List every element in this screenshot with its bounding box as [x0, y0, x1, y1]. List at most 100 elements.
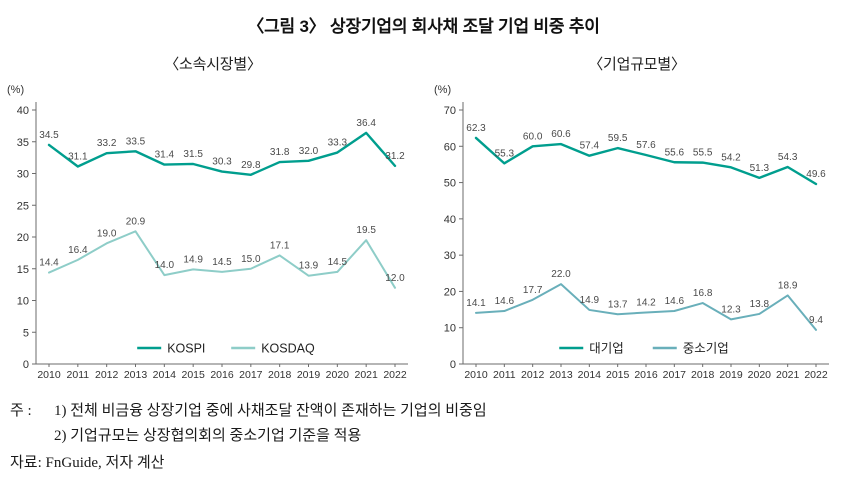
svg-text:2016: 2016: [210, 369, 234, 381]
legend-label-KOSPI: KOSPI: [167, 342, 205, 356]
svg-text:19.0: 19.0: [97, 228, 117, 239]
svg-text:60.0: 60.0: [523, 131, 543, 142]
svg-text:16.8: 16.8: [693, 288, 713, 299]
svg-text:17.7: 17.7: [523, 285, 543, 296]
svg-text:9.4: 9.4: [809, 315, 823, 326]
svg-text:14.0: 14.0: [155, 260, 175, 271]
note-line-1: 주 : 1) 전체 비금융 상장기업 중에 사채조달 잔액이 존재하는 기업의 …: [10, 399, 841, 424]
series-line-KOSPI: [47, 131, 397, 176]
svg-text:20.9: 20.9: [126, 216, 146, 227]
svg-text:32.0: 32.0: [299, 146, 319, 157]
svg-text:2018: 2018: [691, 369, 715, 381]
svg-text:2021: 2021: [354, 369, 378, 381]
svg-text:2013: 2013: [549, 369, 573, 381]
svg-text:14.6: 14.6: [495, 296, 515, 307]
svg-text:10: 10: [444, 323, 456, 335]
svg-text:2017: 2017: [663, 369, 687, 381]
svg-text:13.7: 13.7: [608, 299, 628, 310]
svg-text:20: 20: [17, 232, 29, 244]
svg-text:2010: 2010: [37, 369, 61, 381]
note-label: 주 :: [10, 403, 32, 419]
svg-text:2015: 2015: [606, 369, 630, 381]
svg-text:31.4: 31.4: [155, 150, 175, 161]
svg-text:22.0: 22.0: [551, 269, 571, 280]
svg-text:31.8: 31.8: [270, 147, 290, 158]
svg-text:2014: 2014: [153, 369, 177, 381]
svg-text:2020: 2020: [326, 369, 350, 381]
y-axis-unit: (%): [7, 84, 24, 96]
svg-text:34.5: 34.5: [39, 130, 59, 141]
svg-text:14.5: 14.5: [212, 257, 232, 268]
chart-subtitle-size: 〈기업규모별〉: [588, 56, 686, 73]
svg-text:2011: 2011: [67, 369, 90, 381]
note-line-2: 2) 기업규모는 상장협의회의 중소기업 기준을 적용: [54, 427, 362, 444]
svg-text:2019: 2019: [297, 369, 321, 381]
svg-text:14.5: 14.5: [328, 257, 348, 268]
chart-subtitle-market: 〈소속시장별〉: [164, 56, 262, 73]
svg-text:31.5: 31.5: [183, 149, 203, 160]
svg-text:70: 70: [444, 105, 456, 117]
svg-text:31.2: 31.2: [385, 151, 405, 162]
svg-text:20: 20: [444, 286, 456, 298]
svg-text:2011: 2011: [493, 369, 516, 381]
svg-text:15.0: 15.0: [241, 254, 261, 265]
svg-text:18.9: 18.9: [778, 280, 798, 291]
legend-label-대기업: 대기업: [589, 342, 624, 356]
svg-text:57.4: 57.4: [580, 141, 600, 152]
svg-text:55.6: 55.6: [665, 147, 685, 158]
svg-text:14.6: 14.6: [665, 296, 685, 307]
svg-text:0: 0: [23, 359, 29, 371]
svg-text:16.4: 16.4: [68, 245, 88, 256]
svg-text:57.6: 57.6: [636, 140, 656, 151]
svg-text:33.2: 33.2: [97, 138, 117, 149]
svg-text:62.3: 62.3: [466, 123, 486, 134]
svg-text:17.1: 17.1: [270, 240, 290, 251]
svg-text:36.4: 36.4: [356, 118, 376, 129]
figure-title: 〈그림 3〉 상장기업의 회사채 조달 기업 비중 추이: [247, 17, 600, 36]
series-line-KOSDAQ: [48, 230, 396, 289]
svg-text:2010: 2010: [464, 369, 488, 381]
svg-text:2020: 2020: [748, 369, 772, 381]
svg-text:35: 35: [17, 137, 29, 149]
svg-text:40: 40: [17, 105, 29, 117]
figure-notes: 주 : 1) 전체 비금융 상장기업 중에 사채조달 잔액이 존재하는 기업의 …: [10, 399, 841, 475]
svg-text:14.4: 14.4: [39, 258, 59, 269]
svg-text:51.3: 51.3: [750, 163, 770, 174]
svg-text:12.0: 12.0: [385, 273, 405, 284]
line-chart-by-market: (%) 0 5 10 15 20 25 30 35 40 2010 2011 2012 2013 2014 2…: [7, 84, 408, 381]
chart-panel-size: 〈기업규모별〉 (%) 0 10 20 30 40 50 60 70 2010 2011 2012 20…: [433, 53, 841, 385]
svg-text:19.5: 19.5: [356, 225, 376, 236]
series-line-대기업: [474, 136, 818, 186]
charts-row: 〈소속시장별〉 (%) 0 5 10 15 20 25 30 35 40 2010 2011 2012 2…: [6, 53, 841, 385]
svg-text:30: 30: [444, 250, 456, 262]
svg-text:14.2: 14.2: [636, 297, 656, 308]
svg-text:2022: 2022: [383, 369, 407, 381]
svg-text:2012: 2012: [95, 369, 119, 381]
svg-text:15: 15: [17, 264, 29, 276]
svg-text:13.8: 13.8: [750, 299, 770, 310]
svg-text:2016: 2016: [634, 369, 658, 381]
svg-text:60.6: 60.6: [551, 129, 571, 140]
svg-text:54.3: 54.3: [778, 152, 798, 163]
svg-text:14.1: 14.1: [466, 298, 486, 309]
line-chart-by-firm-size: (%) 0 10 20 30 40 50 60 70 2010 2011 2012 2013 2014 20…: [434, 84, 829, 381]
svg-text:14.9: 14.9: [580, 295, 600, 306]
svg-text:2017: 2017: [239, 369, 263, 381]
svg-text:13.9: 13.9: [299, 261, 319, 272]
legend-label-KOSDAQ: KOSDAQ: [261, 342, 315, 356]
svg-text:50: 50: [444, 178, 456, 190]
svg-text:2013: 2013: [124, 369, 148, 381]
series-line-중소기업: [475, 283, 817, 331]
svg-text:2014: 2014: [578, 369, 602, 381]
svg-text:25: 25: [17, 200, 29, 212]
svg-text:2021: 2021: [776, 369, 800, 381]
svg-text:54.2: 54.2: [721, 152, 741, 163]
note-1-text: 1) 전체 비금융 상장기업 중에 사채조달 잔액이 존재하는 기업의 비중임: [54, 403, 487, 419]
svg-text:0: 0: [450, 359, 456, 371]
svg-text:10: 10: [17, 296, 29, 308]
svg-text:2018: 2018: [268, 369, 292, 381]
svg-text:49.6: 49.6: [806, 169, 826, 180]
svg-text:60: 60: [444, 141, 456, 153]
svg-text:55.5: 55.5: [693, 148, 713, 159]
